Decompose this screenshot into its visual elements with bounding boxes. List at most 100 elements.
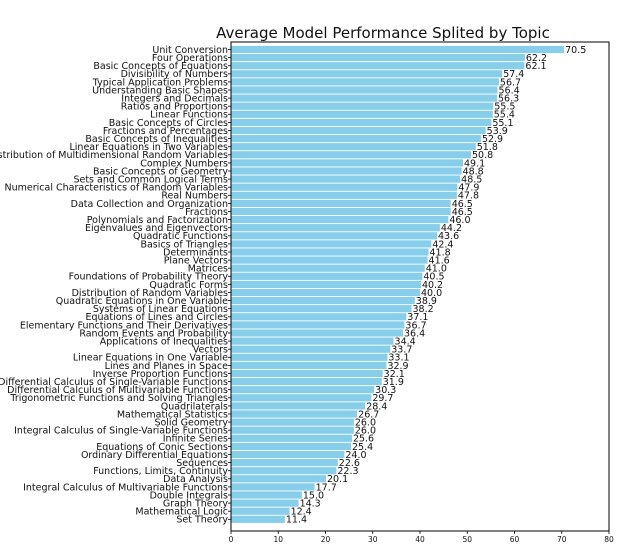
value-label: 46.0 [449, 215, 470, 226]
category-label: Ratios and Proportions [121, 102, 228, 113]
bar [231, 442, 352, 450]
category-label: Basic Concepts of Inequalities [85, 134, 228, 145]
value-label: 48.5 [461, 175, 482, 186]
bar [231, 491, 302, 499]
bar [231, 467, 337, 475]
category-label: Basic Concepts of Equations [93, 61, 228, 72]
category-label: Quadratic Forms [149, 280, 228, 291]
bar [231, 337, 394, 345]
bar [231, 361, 387, 369]
category-label: Infinite Series [163, 434, 228, 445]
x-tick-label: 70 [557, 535, 567, 544]
category-label: Trigonometric Functions and Solving Tria… [9, 393, 228, 404]
category-label: Differential Calculus of Single-Variable… [0, 377, 228, 388]
bar [231, 507, 290, 515]
value-label: 56.4 [498, 85, 519, 96]
bar [231, 369, 383, 378]
value-label: 55.5 [494, 102, 515, 113]
bar [231, 475, 326, 483]
value-label: 22.6 [339, 458, 360, 469]
bar [231, 248, 429, 256]
value-label: 34.4 [395, 337, 416, 348]
bar [231, 483, 315, 491]
value-label: 62.1 [525, 61, 546, 72]
category-label: Random Events and Probability [79, 328, 228, 339]
value-label: 62.2 [526, 53, 547, 64]
category-label: Linear Equations in One Variable [73, 353, 228, 364]
category-label: Typical Application Problems [92, 77, 228, 88]
value-label: 32.9 [387, 361, 408, 372]
bar [231, 305, 412, 313]
bar [231, 240, 432, 248]
category-label: Foundations of Probability Theory [69, 272, 229, 283]
value-label: 20.1 [327, 474, 348, 485]
category-label: Fractions and Percentages [103, 126, 228, 137]
bar [231, 167, 462, 175]
bar [231, 418, 354, 426]
bar [231, 353, 388, 361]
category-label: Data Analysis [163, 474, 228, 485]
bar [231, 297, 415, 305]
value-label: 25.4 [352, 442, 373, 453]
category-label: Understanding Basic Shapes [92, 85, 228, 96]
bars-group [231, 45, 565, 523]
bar [231, 45, 565, 54]
bar [231, 118, 492, 126]
value-label: 15.0 [303, 490, 324, 501]
category-label: Quadratic Functions [133, 231, 228, 242]
bar [231, 499, 299, 507]
bar [231, 321, 405, 329]
bar [231, 224, 440, 232]
category-label: Distribution of Multidimensional Random … [0, 150, 228, 161]
category-label: Basic Concepts of Geometry [93, 166, 228, 177]
value-label: 42.4 [432, 239, 453, 250]
bar [231, 459, 338, 467]
value-label: 70.5 [565, 45, 586, 56]
x-tick-label: 60 [510, 535, 520, 544]
category-label: Equations of Conic Sections [96, 442, 228, 453]
value-label: 29.7 [372, 393, 393, 404]
category-label: Vectors [193, 345, 228, 356]
value-label: 38.2 [412, 304, 433, 315]
bar [231, 313, 407, 321]
value-label: 14.3 [300, 499, 321, 510]
bar [231, 54, 525, 62]
value-label: 40.0 [421, 288, 442, 299]
value-label: 44.2 [441, 223, 462, 234]
value-label: 25.6 [353, 434, 374, 445]
bar [231, 450, 345, 459]
category-label: Quadratic Equations in One Variable [56, 296, 228, 307]
category-label: Basics of Triangles [140, 239, 228, 250]
value-label: 55.4 [494, 110, 515, 121]
bar [231, 110, 493, 118]
bar [231, 175, 461, 183]
bar [231, 86, 498, 94]
category-label: Lines and Planes in Space [105, 361, 228, 372]
value-label: 36.7 [405, 320, 426, 331]
category-label: Sequences [176, 458, 228, 469]
bar [231, 280, 421, 288]
bar [231, 272, 423, 280]
bar [231, 199, 451, 207]
category-label: Fractions [185, 207, 228, 218]
value-labels-group: 70.5 62.262.157.456.756.456.355.555.455.1… [286, 45, 586, 526]
category-label: Polynomials and Factorization [87, 215, 228, 226]
value-label: 22.3 [337, 466, 358, 477]
bar [231, 62, 525, 70]
value-label: 26.0 [355, 418, 376, 429]
x-tick-label: 40 [415, 535, 425, 544]
category-label: Numerical Characteristics of Random Vari… [5, 183, 229, 194]
value-label: 38.9 [416, 296, 437, 307]
value-label: 48.8 [463, 166, 484, 177]
category-label: Quadrilaterals [161, 401, 228, 412]
category-label: Sets and Common Logical Terms [73, 175, 228, 186]
value-label: 41.0 [426, 264, 447, 275]
bar [231, 159, 463, 167]
bar [231, 394, 372, 402]
category-label: Differential Calculus of Multivariable F… [7, 385, 228, 396]
value-label: 33.7 [391, 345, 412, 356]
category-label: Integers and Decimals [121, 94, 228, 105]
bar [231, 102, 494, 110]
value-label: 40.5 [423, 272, 444, 283]
